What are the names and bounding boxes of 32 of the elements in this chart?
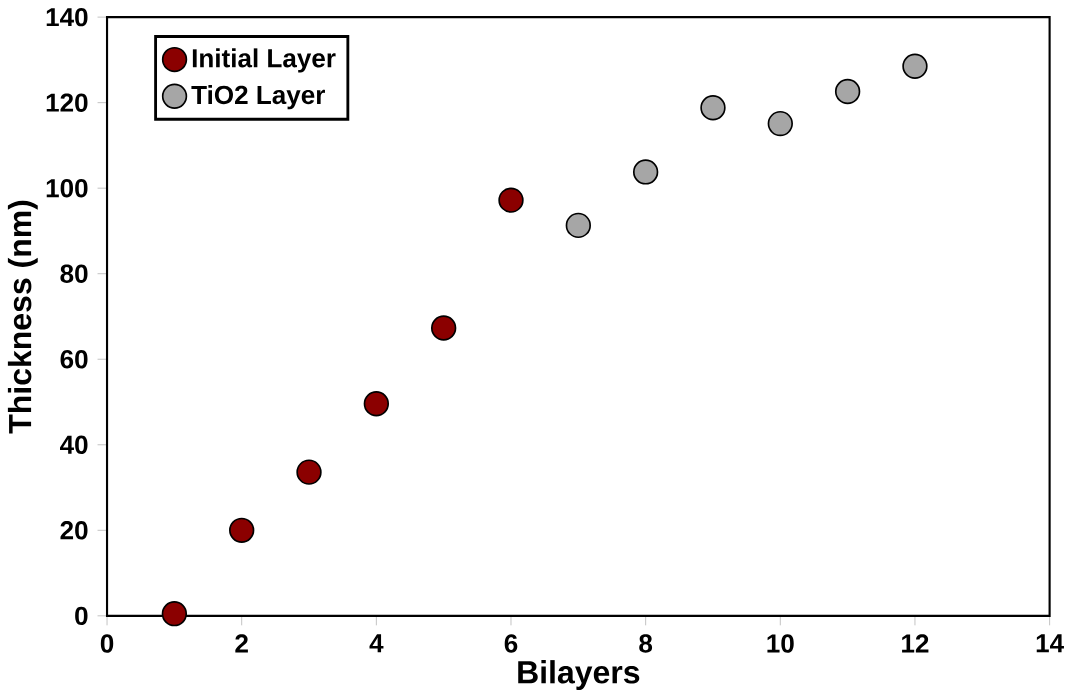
- point: [161, 601, 188, 627]
- legend-label: TiO2 Layer: [191, 85, 325, 110]
- x-tick-label: 6: [504, 634, 518, 653]
- y-tick-label: 80: [60, 264, 88, 284]
- point: [498, 187, 524, 213]
- point: [296, 459, 322, 485]
- y-tick-label: 0: [75, 606, 88, 626]
- point: [229, 517, 255, 544]
- x-tick-label: 10: [767, 634, 794, 653]
- x-tick-label: 14: [1036, 634, 1064, 653]
- y-tick-label: 20: [60, 521, 88, 540]
- point: [565, 212, 591, 239]
- point: [834, 78, 861, 105]
- legend-label: Initial Layer: [192, 48, 336, 73]
- y-tick-label: 60: [60, 350, 88, 369]
- point: [632, 159, 659, 185]
- y-tick-label: 120: [46, 93, 88, 112]
- x-tick-label: 4: [369, 634, 384, 653]
- y-tick-label: 140: [46, 7, 88, 27]
- x-tick-label: 8: [639, 634, 653, 653]
- point: [700, 95, 726, 121]
- point: [767, 111, 793, 137]
- point: [363, 391, 390, 417]
- x-tick-label: 0: [100, 634, 114, 653]
- x-tick-label: 2: [235, 634, 248, 653]
- point: [902, 53, 928, 80]
- x-axis-title: Bilayers: [518, 660, 640, 691]
- y-tick-label: 100: [46, 179, 88, 198]
- y-axis-title: Thickness (nm): [7, 200, 38, 434]
- x-tick-label: 12: [902, 634, 929, 653]
- point: [430, 315, 457, 341]
- y-tick-label: 40: [60, 435, 88, 455]
